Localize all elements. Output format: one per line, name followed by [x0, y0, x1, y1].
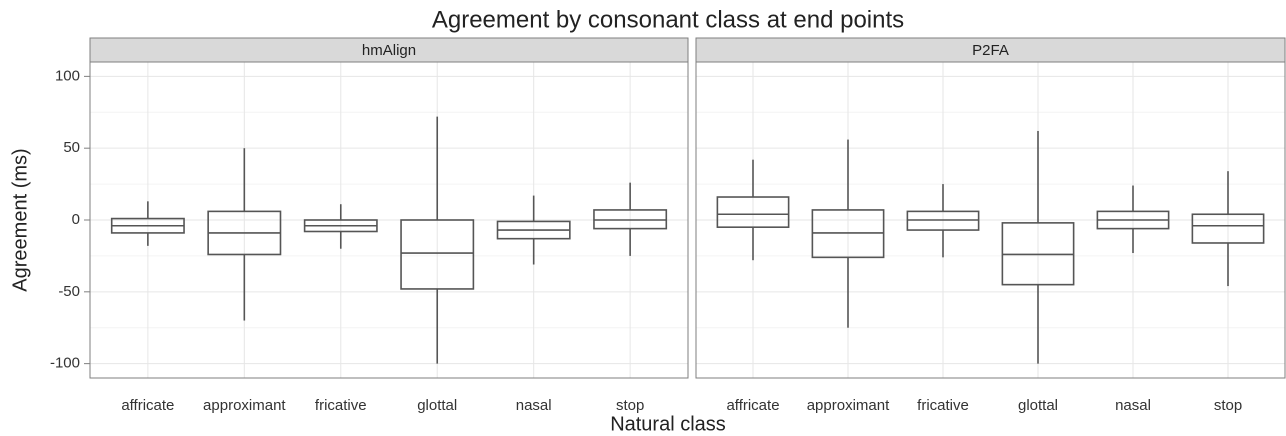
strip [89, 37, 689, 63]
strip-label: hmAlign [362, 42, 416, 59]
y-tick-label: 50 [63, 139, 80, 156]
strip [695, 37, 1286, 63]
box [1191, 213, 1265, 244]
x-tick-label: glottal [417, 397, 457, 414]
x-tick-label: fricative [917, 397, 969, 414]
x-tick-label: fricative [315, 397, 367, 414]
x-tick-label: approximant [203, 397, 286, 414]
x-tick-label: approximant [807, 397, 890, 414]
y-tick-label: 0 [72, 211, 80, 228]
x-tick-label: affricate [726, 397, 779, 414]
x-axis-label: Natural class [610, 413, 726, 435]
y-axis-label: Agreement (ms) [9, 148, 31, 291]
y-tick-label: -100 [50, 355, 80, 372]
x-tick-label: nasal [1115, 397, 1151, 414]
box [400, 219, 475, 290]
x-tick-label: affricate [121, 397, 174, 414]
box [716, 196, 790, 228]
y-tick-label: 100 [55, 67, 80, 84]
y-tick-label: -50 [58, 283, 80, 300]
chart-title: Agreement by consonant class at end poin… [432, 6, 904, 33]
x-tick-label: stop [1214, 397, 1242, 414]
x-tick-label: stop [616, 397, 644, 414]
strip-label: P2FA [972, 42, 1009, 59]
x-tick-label: nasal [516, 397, 552, 414]
x-tick-label: glottal [1018, 397, 1058, 414]
